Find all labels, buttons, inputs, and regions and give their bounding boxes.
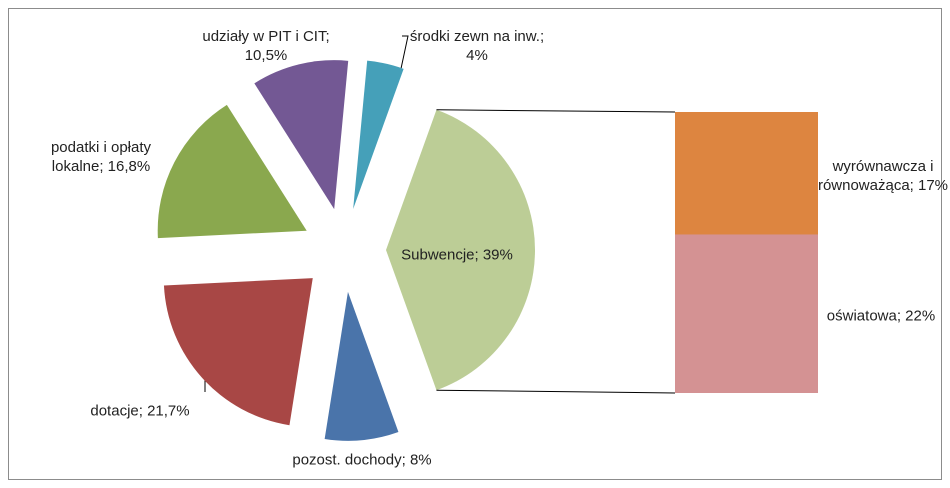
pie-slice bbox=[386, 109, 535, 391]
connector-line bbox=[436, 109, 676, 113]
data-label: dotacje; 21,7% bbox=[90, 402, 190, 420]
pie-slice bbox=[163, 278, 313, 426]
data-label: środki zewn na inw.; 4% bbox=[409, 28, 545, 64]
data-label: wyrównawcza i równoważąca; 17% bbox=[817, 158, 949, 194]
leader-line bbox=[398, 35, 409, 79]
bar-segment bbox=[675, 234, 818, 393]
pie-slice bbox=[353, 60, 404, 210]
bar-segment bbox=[675, 112, 818, 235]
pie-slice bbox=[254, 60, 349, 210]
pie-slice bbox=[157, 104, 307, 239]
data-label: podatki i opłaty lokalne; 16,8% bbox=[50, 139, 152, 175]
data-label: oświatowa; 22% bbox=[826, 307, 936, 325]
data-label: Subwencje; 39% bbox=[401, 246, 513, 264]
connector-line bbox=[436, 389, 676, 394]
pie-slice bbox=[324, 291, 399, 441]
data-label: pozost. dochody; 8% bbox=[292, 451, 432, 469]
data-label: udziały w PIT i CIT; 10,5% bbox=[202, 28, 330, 64]
